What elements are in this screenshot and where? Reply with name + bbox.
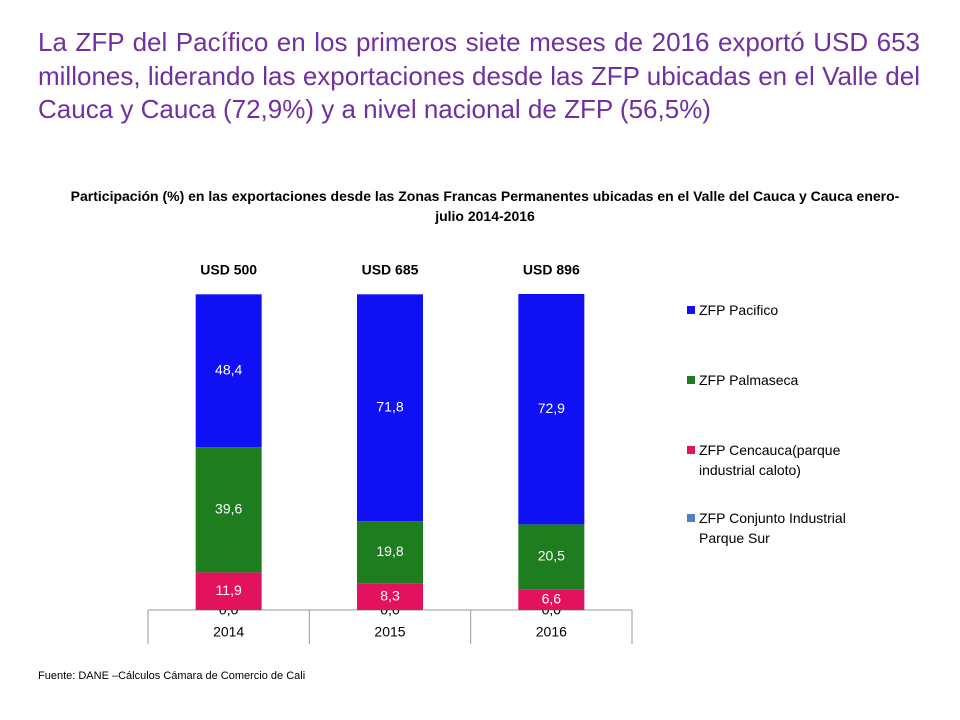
bar-segment [195, 572, 262, 610]
legend-swatch [687, 376, 695, 384]
data-label: 6,6 [542, 590, 562, 606]
data-label: 71,8 [376, 398, 403, 414]
data-label: 20,5 [538, 547, 565, 563]
slide-title: La ZFP del Pacífico en los primeros siet… [38, 27, 920, 124]
legend-item: ZFP Palmaseca [687, 370, 798, 390]
data-label: 39,6 [215, 501, 242, 517]
data-label: 11,9 [216, 582, 242, 598]
legend-swatch [687, 446, 695, 454]
source-note: Fuente: DANE –Cálculos Cámara de Comerci… [38, 670, 306, 682]
x-tick-label: 2014 [213, 624, 244, 640]
legend-label: ZFP Pacifico [699, 302, 779, 318]
legend-item: ZFP Pacifico [687, 300, 778, 320]
bar-total-label: USD 685 [362, 262, 419, 278]
bar-segment [357, 521, 423, 584]
legend-item: ZFP Cencauca(parque industrial caloto) [687, 440, 887, 480]
legend-label: ZFP Palmaseca [699, 372, 799, 388]
x-tick-label: 2016 [536, 624, 567, 640]
data-label: 48,4 [215, 361, 242, 377]
bar-segment [518, 524, 585, 590]
bar-segment [195, 447, 262, 573]
data-label: 8,3 [380, 588, 400, 604]
legend-label: ZFP Cencauca(parque industrial caloto) [699, 442, 841, 478]
bar-segment [357, 294, 423, 522]
legend-swatch [687, 514, 695, 522]
legend-item: ZFP Conjunto Industrial Parque Sur [687, 508, 887, 548]
chart-title: Participación (%) en las exportaciones d… [70, 188, 900, 224]
legend-swatch [687, 306, 695, 314]
bar-total-label: USD 500 [200, 262, 257, 278]
data-label: 19,8 [376, 543, 403, 559]
bar-segment [518, 589, 585, 610]
bar-segment [518, 294, 585, 525]
x-tick-label: 2015 [374, 624, 405, 640]
bar-segment [195, 294, 262, 448]
legend-label: ZFP Conjunto Industrial Parque Sur [699, 510, 846, 546]
data-label: 72,9 [538, 400, 565, 416]
bar-segment [357, 583, 423, 610]
bar-total-label: USD 896 [523, 262, 580, 278]
